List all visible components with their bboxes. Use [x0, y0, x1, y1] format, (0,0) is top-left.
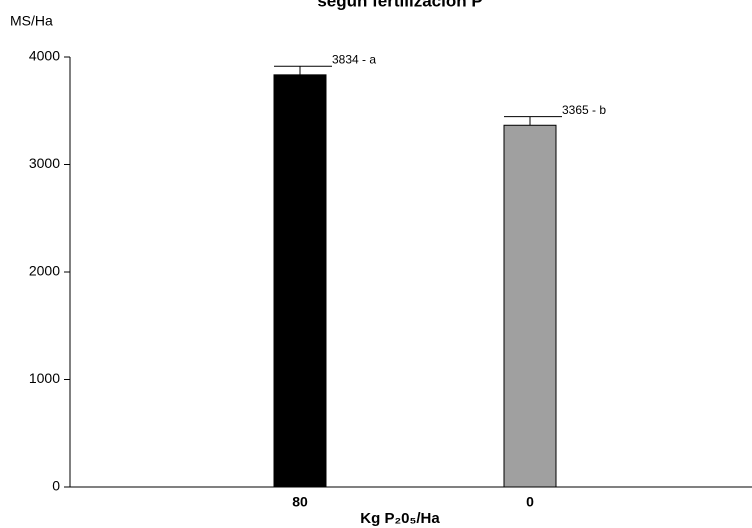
- y-tick-label: 1000: [29, 370, 60, 386]
- y-tick-label: 0: [52, 478, 60, 494]
- x-tick-label: 0: [526, 494, 534, 510]
- y-axis-label: MS/Ha: [10, 13, 53, 29]
- x-axis-label: Kg P₂0₅/Ha: [360, 510, 440, 527]
- bar: [273, 74, 327, 488]
- error-bar: [504, 116, 562, 126]
- x-tick-label: 80: [292, 494, 308, 510]
- error-bar: [274, 65, 332, 75]
- y-tick-label: 3000: [29, 155, 60, 171]
- chart-title: según fertilización P: [317, 0, 482, 10]
- y-tick-label: 2000: [29, 263, 60, 279]
- value-label: 3834 - a: [332, 52, 376, 66]
- y-tick-label: 4000: [29, 48, 60, 64]
- bar: [503, 124, 557, 488]
- value-label: 3365 - b: [562, 103, 606, 117]
